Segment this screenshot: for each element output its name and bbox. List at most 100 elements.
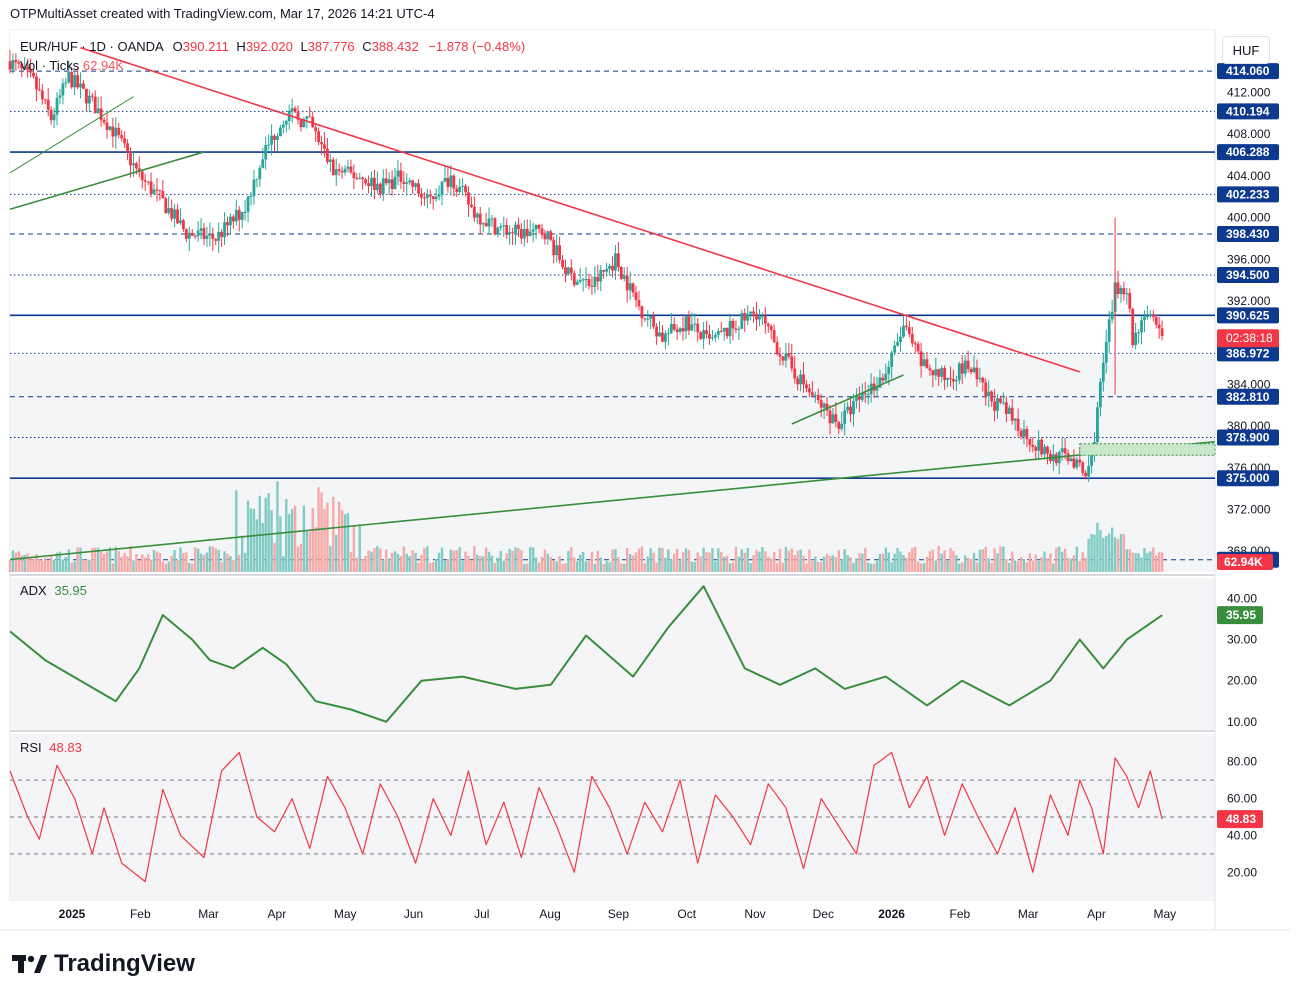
time-tick-label: Feb [950, 907, 971, 921]
candle-body [367, 183, 370, 187]
candle-body [760, 316, 764, 318]
candle-body [1075, 459, 1079, 468]
candle-body [182, 220, 185, 230]
candle-body [943, 368, 947, 380]
volume-bar [728, 563, 732, 572]
adx-tick-label: 40.00 [1227, 592, 1257, 606]
volume-bar [423, 547, 426, 572]
volume-bar [1155, 555, 1158, 572]
volume-bar [193, 547, 197, 572]
volume-bar [290, 508, 294, 572]
volume-bar [332, 496, 335, 572]
candle-body [35, 76, 38, 90]
volume-bar [840, 559, 843, 572]
candle-body [519, 229, 523, 239]
volume-bar [458, 547, 461, 572]
candle-body [308, 116, 312, 118]
volume-bar [787, 550, 791, 572]
price-tick-label: 396.000 [1227, 252, 1271, 266]
candle-body [931, 370, 935, 376]
volume-bar [549, 556, 552, 572]
candle-body [713, 334, 717, 338]
volume-bar [14, 552, 18, 572]
time-tick-label: Nov [744, 907, 765, 921]
candle-body [666, 333, 670, 335]
candle-body [611, 265, 614, 271]
candle-body [772, 330, 776, 343]
chart-canvas[interactable]: 416.000412.000408.000404.000400.000396.0… [0, 0, 1301, 945]
volume-bar [417, 562, 420, 572]
price-tick-label: 372.000 [1227, 502, 1271, 516]
volume-bar [667, 549, 670, 572]
volume-bar [182, 553, 185, 572]
candle-body [528, 231, 532, 237]
candle-body [1104, 341, 1108, 363]
candle-body [176, 209, 179, 224]
rsi-tick-label: 80.00 [1227, 755, 1257, 769]
candle-body [1025, 428, 1029, 440]
volume-label[interactable]: Vol · Ticks [20, 58, 80, 73]
volume-bar [161, 561, 165, 572]
volume-bar [164, 563, 167, 572]
candle-body [664, 333, 667, 342]
adx-tick-label: 30.00 [1227, 633, 1257, 647]
volume-bar [108, 547, 112, 572]
volume-bar [429, 563, 432, 572]
candle-body [393, 176, 397, 190]
candle-body [816, 394, 820, 401]
volume-bar [966, 557, 970, 572]
volume-bar [346, 513, 350, 572]
volume-bar [996, 553, 999, 572]
volume-bar [640, 546, 644, 572]
candle-body [781, 356, 785, 361]
symbol-label[interactable]: EUR/HUF · 1D · OANDA [20, 39, 164, 54]
candle-body [67, 71, 71, 83]
volume-bar [1084, 557, 1087, 572]
candle-body [390, 179, 394, 190]
candle-body [311, 117, 315, 128]
candle-body [625, 275, 629, 291]
candle-body [143, 180, 147, 182]
candle-body [564, 267, 567, 275]
volume-bar [963, 555, 967, 572]
candle-body [1116, 282, 1120, 294]
volume-bar [132, 560, 135, 572]
candle-body [352, 172, 356, 179]
candle-body [214, 238, 218, 241]
volume-bar [1125, 549, 1129, 572]
candle-body [596, 276, 600, 282]
candle-body [1060, 448, 1064, 453]
volume-bar [390, 552, 394, 572]
volume-bar [387, 558, 391, 572]
low-value: 387.776 [307, 39, 355, 54]
volume-bar [293, 505, 297, 572]
candle-body [408, 180, 412, 183]
candle-body [276, 136, 279, 140]
level-tag-label: 394.500 [1226, 268, 1270, 282]
candle-body [249, 196, 253, 198]
volume-bar [308, 531, 311, 572]
volume-bar [911, 547, 914, 572]
candle-body [999, 398, 1002, 403]
rsi-label[interactable]: RSI [20, 740, 42, 755]
volume-bar [940, 553, 943, 572]
volume-bar [473, 546, 476, 572]
volume-bar [758, 551, 761, 572]
time-tick-label: May [1153, 907, 1176, 921]
candle-body [493, 218, 497, 235]
candle-body [602, 270, 606, 272]
volume-bar [1060, 551, 1064, 572]
candle-body [296, 112, 300, 120]
candle-body [846, 406, 850, 411]
currency-button[interactable]: HUF [1222, 36, 1270, 64]
level-tag [1217, 266, 1279, 283]
adx-label[interactable]: ADX [20, 583, 47, 598]
candle-body [934, 369, 938, 376]
candle-body [634, 292, 638, 300]
candle-body [849, 406, 852, 415]
volume-bar [673, 553, 676, 572]
candle-body [975, 367, 979, 380]
volume-bar [658, 547, 661, 572]
volume-bar [1087, 538, 1090, 572]
candle-body [1063, 448, 1067, 454]
